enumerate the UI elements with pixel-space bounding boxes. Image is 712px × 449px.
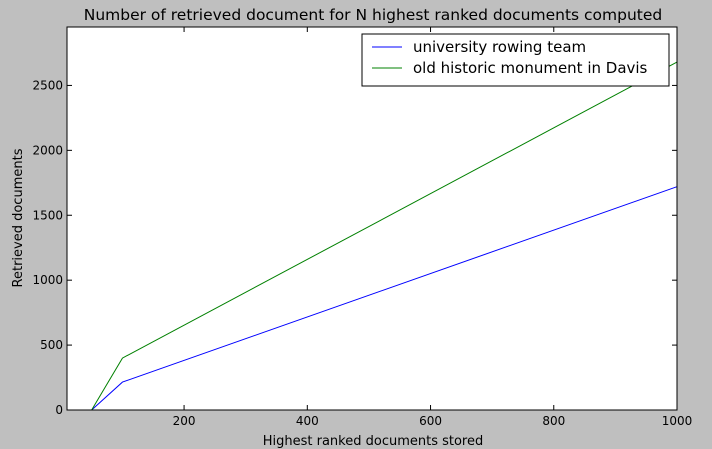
y-tick-label: 1500 — [32, 208, 63, 222]
y-tick-label: 0 — [55, 403, 63, 417]
ticks-layer: 200 400 600 800 1000 0 500 1000 1500 2000 2500 — [32, 27, 692, 428]
legend-box — [361, 33, 670, 87]
plot-area — [67, 27, 677, 410]
x-axis-label: Highest ranked documents stored — [263, 434, 484, 449]
y-tick-label: 2500 — [32, 78, 63, 92]
x-tick-label: 1000 — [662, 414, 693, 428]
legend: university rowing team old historic monum… — [361, 33, 670, 87]
y-tick-label: 2000 — [32, 143, 63, 157]
y-axis-label: Retrieved documents — [11, 148, 26, 287]
legend-label-1: university rowing team — [413, 38, 586, 56]
x-tick-label: 200 — [173, 414, 196, 428]
x-tick-label: 800 — [542, 414, 565, 428]
plot-frame — [66, 26, 678, 411]
x-tick-label: 600 — [419, 414, 442, 428]
y-tick-label: 500 — [40, 338, 63, 352]
y-tick-label: 1000 — [32, 273, 63, 287]
x-tick-label: 400 — [296, 414, 319, 428]
legend-label-2: old historic monument in Davis — [413, 59, 648, 77]
chart-title: Number of retrieved document for N highe… — [84, 6, 663, 24]
